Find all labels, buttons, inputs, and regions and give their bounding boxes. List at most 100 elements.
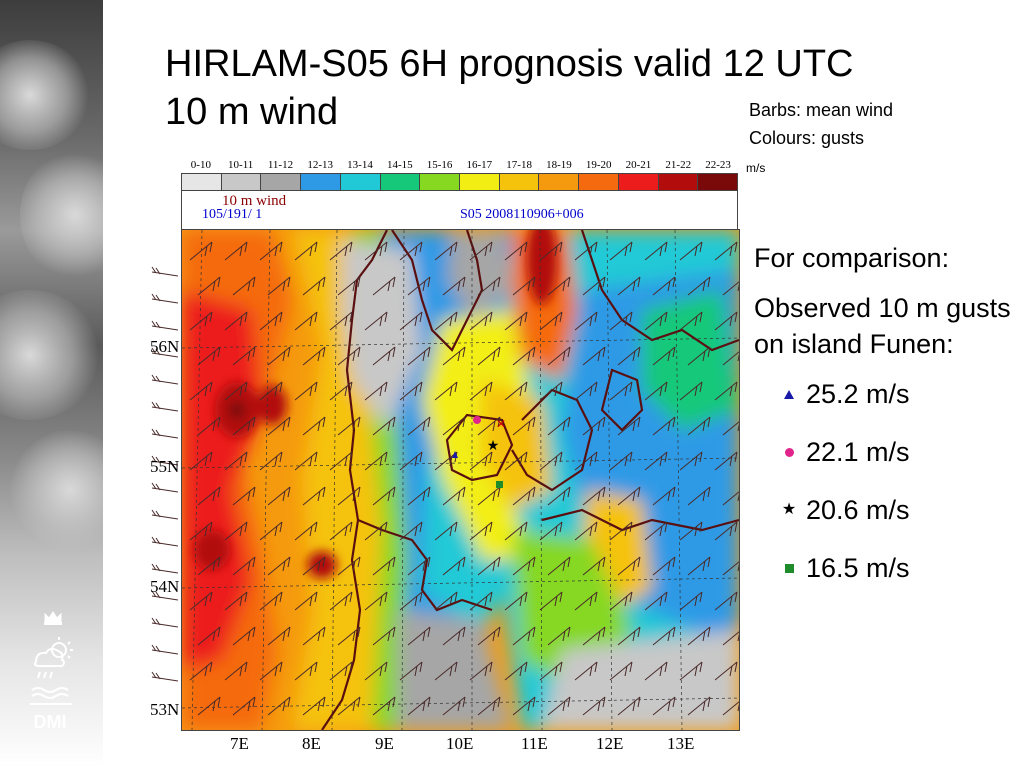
wind-barb [302, 556, 326, 576]
map-header: 10 m wind 105/191/ 1 S05 2008110906+006 [181, 190, 738, 230]
wind-barb [547, 276, 571, 296]
scale-bin-label: 12-13 [307, 159, 334, 171]
wind-barb [512, 346, 536, 366]
wind-barb [644, 451, 668, 471]
title-line-2: 10 m wind [165, 91, 339, 133]
wind-barb [547, 346, 571, 366]
scale-bin-swatch [460, 174, 500, 190]
wind-barb [477, 276, 501, 296]
wind-barb [644, 521, 668, 541]
wind-barb [442, 556, 466, 576]
wind-barb [609, 451, 633, 471]
scale-bin-swatch [380, 174, 421, 190]
wind-barb [644, 591, 668, 611]
wind-barb [469, 311, 493, 331]
scale-bin-label: 22-23 [705, 159, 731, 171]
wind-barb [372, 346, 396, 366]
wind-barb [372, 486, 396, 506]
wind-barb [302, 486, 326, 506]
wind-barb [722, 491, 739, 506]
wind-barb [687, 626, 711, 646]
wind-barb [687, 346, 711, 366]
wind-barb [399, 311, 423, 331]
wind-barb [337, 346, 361, 366]
wind-gust-map: ★ ✕ [181, 229, 740, 731]
wind-barb [294, 381, 318, 401]
wind-barb [539, 241, 563, 261]
wind-barb [652, 346, 676, 366]
wind-barb [539, 381, 563, 401]
wind-barb [574, 241, 598, 261]
circle-icon [778, 447, 800, 457]
wind-barb [714, 241, 738, 261]
wind-barb [197, 276, 221, 296]
wind-barb [407, 346, 431, 366]
wind-barb [504, 661, 528, 681]
wind-barb [547, 486, 571, 506]
wind-barb [547, 556, 571, 576]
observation-value: 16.5 m/s [806, 553, 910, 583]
wind-barb [259, 661, 283, 681]
wind-barb [434, 381, 458, 401]
wind-barb [372, 556, 396, 576]
wind-barb [652, 276, 676, 296]
wind-barb [539, 661, 563, 681]
wind-barb [539, 311, 563, 331]
cloud-shape [10, 430, 103, 550]
caption-barbs: Barbs: mean wind [749, 100, 894, 120]
wind-barb [504, 521, 528, 541]
wind-barb [679, 381, 703, 401]
wind-barb [302, 346, 326, 366]
wind-barb [407, 626, 431, 646]
wind-barb [372, 276, 396, 296]
wind-barb [294, 311, 318, 331]
map-canvas: ★ ✕ [182, 230, 739, 730]
wind-barb [722, 631, 739, 646]
wind-barb [609, 661, 633, 681]
square-icon [778, 563, 800, 573]
scale-bin-label: 0-10 [190, 159, 211, 171]
wind-barb [294, 591, 318, 611]
wind-barb [582, 486, 606, 506]
wind-barb [259, 381, 283, 401]
wind-barb [434, 241, 458, 261]
scale-bin-swatch [221, 174, 262, 190]
wind-barb [434, 521, 458, 541]
wind-barb [582, 556, 606, 576]
observation-row: 22.1 m/s [778, 434, 1014, 470]
cloud-shape [20, 150, 103, 280]
wind-barb [617, 486, 641, 506]
wind-barb [679, 521, 703, 541]
wind-barb [504, 241, 528, 261]
wind-barb [372, 626, 396, 646]
scale-bin-label: 15-16 [426, 159, 453, 171]
wind-barb [294, 521, 318, 541]
wind-barb [337, 556, 361, 576]
scale-bin-label: 20-21 [625, 159, 652, 171]
wind-barb [442, 626, 466, 646]
wind-barb [151, 374, 179, 385]
wind-barb [714, 311, 738, 331]
wind-barb [687, 416, 711, 436]
obs-marker-cross: ✕ [496, 417, 506, 431]
cloud-sidebar: DMI [0, 0, 103, 768]
wind-barb [714, 521, 738, 541]
wind-barb [337, 626, 361, 646]
wind-barb [547, 626, 571, 646]
wind-barb [512, 416, 536, 436]
cloud-shape [0, 40, 90, 150]
wind-barb [329, 311, 353, 331]
wind-barb [469, 591, 493, 611]
wind-barb [609, 521, 633, 541]
wind-barb [259, 451, 283, 471]
wind-barb [337, 416, 361, 436]
wind-barb [644, 241, 668, 261]
dmi-logo-text: DMI [34, 712, 67, 732]
observation-value: 22.1 m/s [806, 437, 910, 467]
observation-row: 25.2 m/s [778, 376, 1014, 412]
gust-color-scale: 0-10 10-11 11-12 12-13 13-14 14-15 15-16 16-17 1… [181, 157, 738, 191]
scale-bin-label: 21-22 [665, 159, 692, 171]
wind-barb [714, 591, 738, 611]
wind-barb [337, 696, 361, 716]
wind-barb [504, 381, 528, 401]
